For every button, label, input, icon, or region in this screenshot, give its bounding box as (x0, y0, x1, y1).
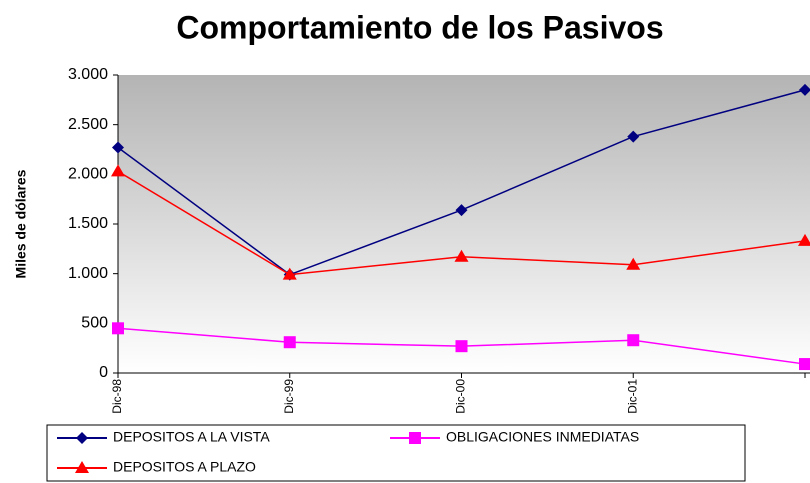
marker (799, 358, 810, 371)
marker (799, 83, 810, 96)
marker (283, 336, 296, 349)
marker (455, 340, 468, 353)
y-tick-label: 0 (99, 364, 108, 381)
marker (112, 322, 124, 335)
x-tick-label: Dic-01 (625, 379, 639, 414)
legend (46, 424, 746, 482)
marker (76, 432, 88, 444)
marker (626, 257, 641, 270)
marker (627, 130, 640, 143)
chart-title: Comportamiento de los Pasivos (176, 9, 663, 45)
marker (798, 233, 810, 246)
legend-label: DEPOSITOS A PLAZO (113, 459, 256, 475)
marker (282, 267, 297, 280)
marker (111, 164, 125, 177)
x-tick-label: Dic-98 (110, 379, 124, 414)
marker (112, 141, 124, 154)
y-tick-label: 2.000 (68, 166, 108, 183)
marker (455, 204, 468, 217)
y-tick-label: 2.500 (68, 116, 108, 133)
x-tick-label: Dic-99 (282, 379, 296, 414)
marker (627, 334, 640, 347)
y-axis-title: Miles de dólares (13, 169, 29, 278)
y-tick-label: 3.000 (68, 66, 108, 83)
marker (75, 461, 89, 473)
y-tick-label: 500 (81, 315, 108, 332)
y-tick-label: 1.000 (68, 265, 108, 282)
marker (454, 249, 469, 262)
x-tick-label: Dic-00 (454, 379, 468, 414)
y-tick-label: 1.500 (68, 215, 108, 232)
legend-label: DEPOSITOS A LA VISTA (113, 429, 270, 445)
marker (409, 432, 421, 444)
legend-label: OBLIGACIONES INMEDIATAS (446, 429, 639, 445)
plot-area (118, 75, 810, 373)
